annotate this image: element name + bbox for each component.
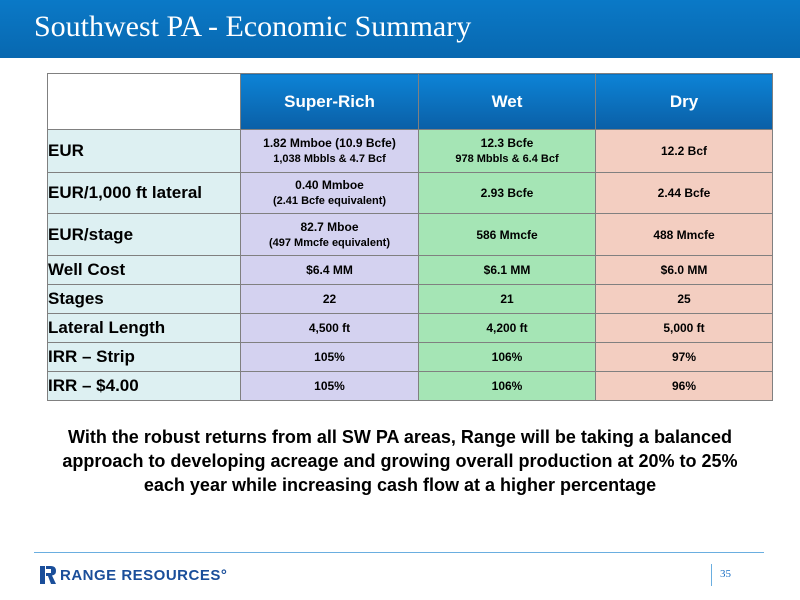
cell-line-1: 0.40 Mmboe xyxy=(295,178,364,192)
row-label: Stages xyxy=(47,284,241,314)
super-rich-cell: 4,500 ft xyxy=(240,313,419,343)
wet-cell: 586 Mmcfe xyxy=(418,213,596,256)
summary-message: With the robust returns from all SW PA a… xyxy=(62,427,738,495)
table-row: IRR – $4.00 105% 106% 96% xyxy=(47,371,773,401)
super-rich-cell: 22 xyxy=(240,284,419,314)
row-label: IRR – Strip xyxy=(47,342,241,372)
column-header-dry: Dry xyxy=(595,73,773,130)
table-row: EUR/stage 82.7 Mboe (497 Mmcfe equivalen… xyxy=(47,213,773,256)
cell-line-1: 2.44 Bcfe xyxy=(657,186,711,200)
slide-title: Southwest PA - Economic Summary xyxy=(34,10,472,43)
wet-cell: 21 xyxy=(418,284,596,314)
cell-line-1: 12.3 Bcfe xyxy=(480,136,534,150)
wet-cell: 4,200 ft xyxy=(418,313,596,343)
table-header-row: Super-Rich Wet Dry xyxy=(47,73,773,130)
dry-cell: 96% xyxy=(595,371,773,401)
super-rich-cell: 0.40 Mmboe (2.41 Bcfe equivalent) xyxy=(240,172,419,214)
logo-text: RANGE RESOURCES° xyxy=(60,566,228,584)
super-rich-cell: $6.4 MM xyxy=(240,255,419,285)
row-label: EUR/stage xyxy=(47,213,241,256)
range-logo-icon xyxy=(40,566,56,584)
wet-cell: 2.93 Bcfe xyxy=(418,172,596,214)
table-row: IRR – Strip 105% 106% 97% xyxy=(47,342,773,372)
row-label: Well Cost xyxy=(47,255,241,285)
table-row: EUR 1.82 Mmboe (10.9 Bcfe) 1,038 Mbbls &… xyxy=(47,129,773,173)
super-rich-cell: 105% xyxy=(240,371,419,401)
cell-line-2: (497 Mmcfe equivalent) xyxy=(268,236,391,249)
dry-cell: $6.0 MM xyxy=(595,255,773,285)
dry-cell: 5,000 ft xyxy=(595,313,773,343)
row-label: EUR xyxy=(47,129,241,173)
dry-cell: 2.44 Bcfe xyxy=(595,172,773,214)
row-label: EUR/1,000 ft lateral xyxy=(47,172,241,214)
cell-line-1: 12.2 Bcf xyxy=(660,144,708,158)
cell-line-2: 978 Mbbls & 6.4 Bcf xyxy=(455,153,559,165)
cell-line-1: 586 Mmcfe xyxy=(476,227,538,242)
cell-line-2: (2.41 Bcfe equivalent) xyxy=(272,195,387,207)
table-row: Lateral Length 4,500 ft 4,200 ft 5,000 f… xyxy=(47,313,773,343)
range-resources-logo: RANGE RESOURCES° xyxy=(40,565,227,585)
page-number: 35 xyxy=(720,568,731,580)
dry-cell: 12.2 Bcf xyxy=(595,129,773,173)
dry-cell: 97% xyxy=(595,342,773,372)
title-bar: Southwest PA - Economic Summary xyxy=(0,0,800,58)
economic-summary-table: Super-Rich Wet Dry EUR 1.82 Mmboe (10.9 … xyxy=(47,73,773,401)
wet-cell: 106% xyxy=(418,342,596,372)
row-label: IRR – $4.00 xyxy=(47,371,241,401)
cell-line-2: 1,038 Mbbls & 4.7 Bcf xyxy=(273,153,386,165)
wet-cell: 12.3 Bcfe 978 Mbbls & 6.4 Bcf xyxy=(418,129,596,173)
cell-line-1: 2.93 Bcfe xyxy=(480,186,534,200)
dry-cell: 488 Mmcfe xyxy=(595,213,773,256)
table-row: EUR/1,000 ft lateral 0.40 Mmboe (2.41 Bc… xyxy=(47,172,773,214)
cell-line-1: 82.7 Mboe xyxy=(300,219,359,234)
dry-cell: 25 xyxy=(595,284,773,314)
cell-line-1: 488 Mmcfe xyxy=(653,227,715,242)
super-rich-cell: 105% xyxy=(240,342,419,372)
page-number-divider xyxy=(711,564,712,586)
column-header-wet: Wet xyxy=(418,73,596,130)
super-rich-cell: 82.7 Mboe (497 Mmcfe equivalent) xyxy=(240,213,419,256)
wet-cell: 106% xyxy=(418,371,596,401)
table-row: Well Cost $6.4 MM $6.1 MM $6.0 MM xyxy=(47,255,773,285)
header-corner xyxy=(47,73,241,130)
super-rich-cell: 1.82 Mmboe (10.9 Bcfe) 1,038 Mbbls & 4.7… xyxy=(240,129,419,173)
cell-line-1: 1.82 Mmboe (10.9 Bcfe) xyxy=(263,136,396,150)
table-row: Stages 22 21 25 xyxy=(47,284,773,314)
column-header-super-rich: Super-Rich xyxy=(240,73,419,130)
row-label: Lateral Length xyxy=(47,313,241,343)
footer-divider xyxy=(34,552,764,553)
wet-cell: $6.1 MM xyxy=(418,255,596,285)
